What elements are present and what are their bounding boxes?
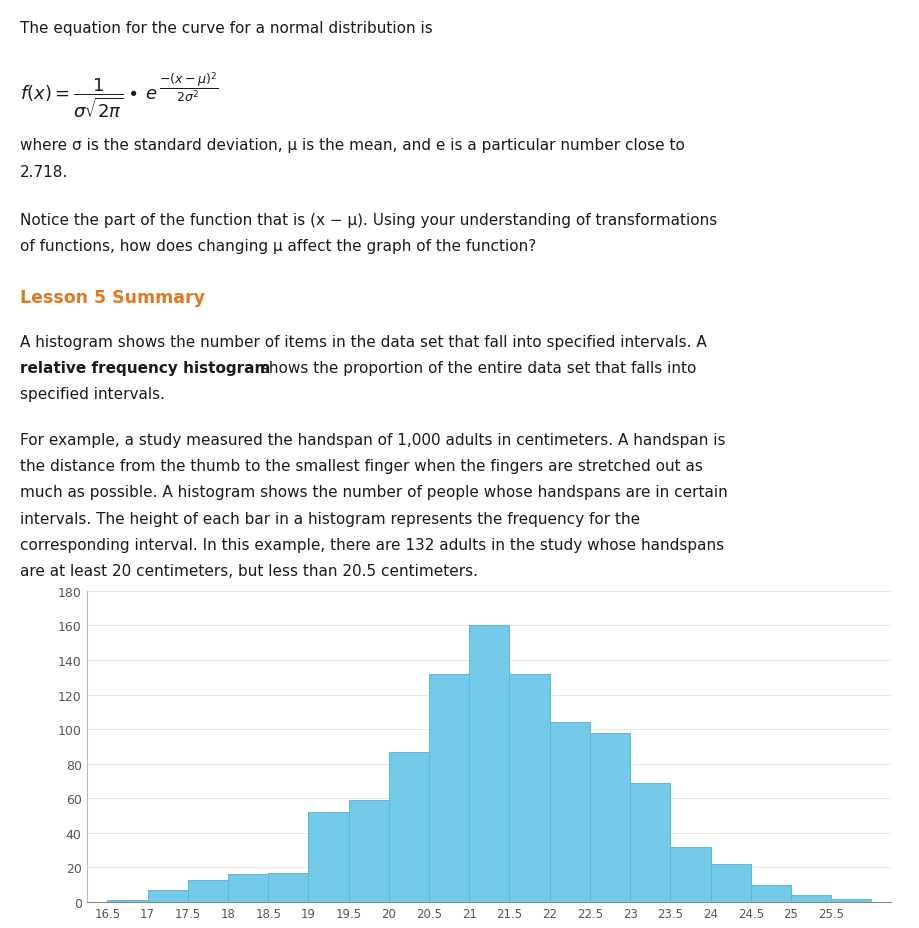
Text: For example, a study measured the handspan of 1,000 adults in centimeters. A han: For example, a study measured the handsp… — [20, 432, 726, 447]
Bar — [389, 752, 429, 902]
Bar — [309, 812, 348, 902]
Text: corresponding interval. In this example, there are 132 adults in the study whose: corresponding interval. In this example,… — [20, 537, 724, 552]
Bar — [509, 674, 550, 902]
Text: relative frequency histogram: relative frequency histogram — [20, 361, 270, 376]
Text: specified intervals.: specified intervals. — [20, 387, 165, 402]
Bar — [348, 800, 389, 902]
Bar — [710, 864, 751, 902]
Text: A histogram shows the number of items in the data set that fall into specified i: A histogram shows the number of items in… — [20, 334, 707, 350]
Bar — [187, 880, 228, 902]
Text: are at least 20 centimeters, but less than 20.5 centimeters.: are at least 20 centimeters, but less th… — [20, 563, 478, 578]
Bar — [590, 733, 630, 902]
Text: where σ is the standard deviation, μ is the mean, and ​e​ is a particular number: where σ is the standard deviation, μ is … — [20, 138, 685, 153]
Text: much as possible. A histogram shows the number of people whose handspans are in : much as possible. A histogram shows the … — [20, 484, 728, 500]
Text: shows the proportion of the entire data set that falls into: shows the proportion of the entire data … — [256, 361, 697, 376]
Bar — [791, 896, 831, 902]
Bar — [550, 722, 590, 902]
Bar — [630, 783, 670, 902]
Bar — [108, 900, 148, 902]
Bar — [429, 674, 470, 902]
Bar — [751, 884, 791, 902]
Bar — [831, 898, 871, 902]
Text: of functions, how does changing μ affect the graph of the function?: of functions, how does changing μ affect… — [20, 238, 537, 253]
Bar — [228, 874, 268, 902]
Text: Lesson 5 Summary: Lesson 5 Summary — [20, 289, 205, 306]
Text: 2.718.: 2.718. — [20, 164, 69, 179]
Text: Notice the part of the function that is (​x​ − μ). Using your understanding of t: Notice the part of the function that is … — [20, 213, 718, 227]
Bar — [268, 872, 309, 902]
Bar — [470, 625, 509, 902]
Text: the distance from the thumb to the smallest finger when the fingers are stretche: the distance from the thumb to the small… — [20, 458, 703, 474]
Text: $f(x) = \dfrac{1}{\sigma\sqrt{2\pi}}\bullet\, e^{\,\dfrac{-(x-\mu)^2}{2\sigma^2}: $f(x) = \dfrac{1}{\sigma\sqrt{2\pi}}\bul… — [20, 71, 219, 121]
Bar — [670, 846, 710, 902]
Text: The equation for the curve for a normal distribution is: The equation for the curve for a normal … — [20, 21, 433, 36]
Bar — [148, 890, 187, 902]
Text: intervals. The height of each bar in a histogram represents the frequency for th: intervals. The height of each bar in a h… — [20, 511, 641, 526]
